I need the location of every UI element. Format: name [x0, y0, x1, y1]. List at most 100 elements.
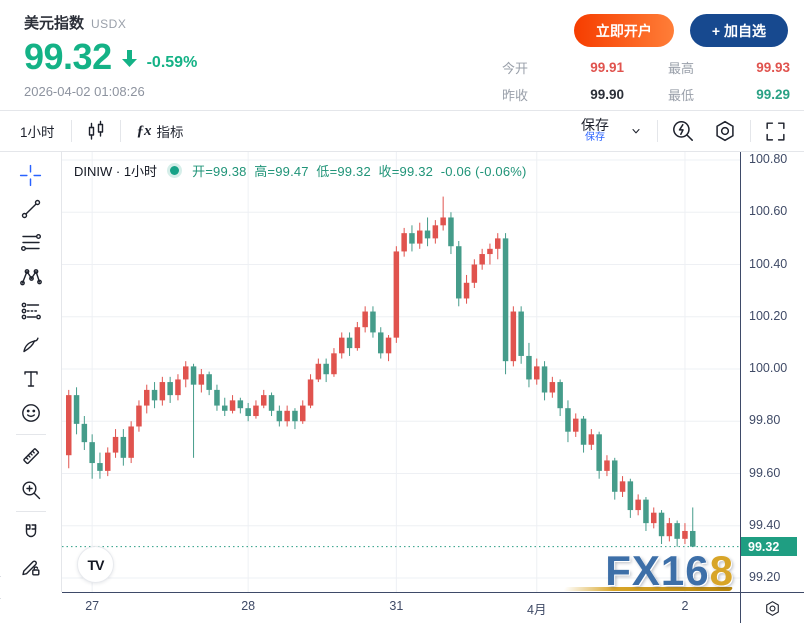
- price-axis-label: 100.00: [749, 361, 788, 375]
- candle-body: [300, 405, 306, 422]
- crosshair-icon: [19, 164, 42, 186]
- last-price: 99.32: [24, 36, 112, 77]
- candle-body: [175, 379, 181, 396]
- tool-text[interactable]: [12, 362, 50, 396]
- chart-plot-area[interactable]: DINIW · 1小时 开=99.38 高=99.47 低=99.32 收=99…: [62, 152, 740, 592]
- candle-body: [97, 463, 103, 471]
- collapse-pane-button[interactable]: ‹: [0, 576, 1, 599]
- save-dropdown-button[interactable]: [623, 118, 649, 144]
- toolbar-right-group: 保存 保存: [575, 114, 792, 148]
- fullscreen-button[interactable]: [759, 115, 792, 148]
- candle-body: [268, 395, 275, 411]
- tool-xabcd-pattern[interactable]: [12, 260, 50, 294]
- candle-body: [518, 311, 524, 356]
- candle-body: [619, 481, 626, 492]
- fib-retracement-icon: [20, 234, 41, 251]
- stat-low-value: 99.29: [756, 87, 790, 102]
- save-button[interactable]: 保存 保存: [575, 116, 615, 145]
- tool-emoji[interactable]: [12, 396, 50, 430]
- candle-body: [120, 436, 127, 458]
- price-axis-label: 100.80: [749, 152, 788, 166]
- stat-low-label: 最低: [668, 88, 695, 103]
- price-axis-label: 99.80: [749, 413, 781, 428]
- candle-body: [690, 530, 696, 547]
- trend-line-icon: [21, 199, 40, 219]
- indicators-button[interactable]: ƒx 指标: [129, 116, 192, 146]
- time-axis[interactable]: 27 28 31 4月 2: [62, 592, 740, 623]
- candle-body: [112, 436, 119, 453]
- magnet-icon: [25, 524, 36, 538]
- tool-trend-line[interactable]: [12, 192, 50, 226]
- time-axis-label: 27: [85, 599, 100, 613]
- tool-lock-drawings[interactable]: [12, 550, 50, 584]
- candle-body: [151, 389, 158, 401]
- tool-crosshair[interactable]: [12, 158, 50, 192]
- candlestick-svg: [62, 152, 740, 592]
- tool-zoom-in[interactable]: [12, 473, 50, 507]
- chevron-down-icon: [632, 128, 640, 134]
- chart-style-button[interactable]: [80, 115, 112, 147]
- candle-body: [456, 246, 462, 299]
- interval-button[interactable]: 1小时: [12, 116, 63, 146]
- candle-body: [627, 481, 634, 511]
- candle-body: [167, 382, 173, 396]
- candle-body: [159, 382, 166, 401]
- candle-body: [510, 311, 517, 362]
- chart-toolbar: 1小时 ƒx 指标 保存 保存: [0, 110, 804, 152]
- chart-settings-button[interactable]: [708, 114, 742, 148]
- candlestick-style-icon: [88, 120, 103, 140]
- toolbar-divider: [657, 120, 658, 142]
- candle-body: [73, 395, 80, 424]
- candle-body: [635, 499, 641, 511]
- brush-icon: [22, 337, 39, 353]
- tools-divider: [15, 434, 46, 435]
- add-watchlist-button[interactable]: + 加自选: [689, 14, 788, 47]
- stat-prev-close: 昨收 99.90: [502, 85, 624, 104]
- stat-low: 最低 99.29: [668, 85, 790, 104]
- candle-body: [370, 311, 376, 333]
- toolbar-divider: [750, 120, 751, 142]
- candle-body: [354, 327, 361, 349]
- tool-magnet[interactable]: [12, 516, 50, 550]
- time-axis-label: 4月: [527, 603, 547, 617]
- candle-body: [495, 238, 501, 249]
- candle-body: [346, 337, 353, 349]
- chart-region: DINIW · 1小时 开=99.38 高=99.47 低=99.32 收=99…: [0, 152, 804, 599]
- snapshot-button[interactable]: [666, 114, 700, 148]
- candle-body: [534, 366, 540, 380]
- candle-body: [385, 337, 392, 354]
- candle-body: [409, 233, 415, 244]
- price-down-arrow-icon: [121, 49, 138, 75]
- tool-fib-retracement[interactable]: [12, 226, 50, 260]
- tool-measure[interactable]: [12, 439, 50, 473]
- candle-body: [401, 233, 407, 252]
- header-buttons: 立即开户 + 加自选: [573, 14, 788, 47]
- stat-open-value: 99.91: [590, 60, 624, 75]
- tools-divider: [15, 511, 46, 512]
- fullscreen-icon: [766, 121, 785, 141]
- snapshot-camera-icon: [673, 121, 693, 141]
- candle-body: [541, 366, 548, 393]
- candle-body: [292, 410, 298, 422]
- candle-body: [261, 395, 267, 406]
- candle-body: [183, 366, 189, 380]
- axis-settings-button[interactable]: [740, 592, 804, 623]
- tool-forecast[interactable]: [12, 294, 50, 328]
- forecast-icon: [21, 302, 41, 320]
- instrument-symbol: USDX: [91, 17, 127, 31]
- time-axis-row: 27 28 31 4月 2: [0, 592, 804, 623]
- price-axis-label: 99.20: [749, 570, 781, 584]
- candle-body: [378, 332, 384, 354]
- tradingview-logo[interactable]: TV: [77, 546, 114, 583]
- pencil-lock-icon: [21, 560, 40, 576]
- tool-brush[interactable]: [12, 328, 50, 362]
- price-axis[interactable]: 99.32 100.80 100.60 100.40 100.20 100.00 99.8…: [740, 152, 804, 592]
- stat-high-label: 最高: [668, 61, 695, 76]
- candle-body: [448, 217, 454, 247]
- instrument-name: 美元指数: [24, 15, 85, 32]
- price-axis-label: 100.20: [749, 308, 788, 323]
- open-account-button[interactable]: 立即开户: [573, 14, 674, 47]
- candle-body: [596, 434, 602, 471]
- candle-body: [463, 282, 470, 299]
